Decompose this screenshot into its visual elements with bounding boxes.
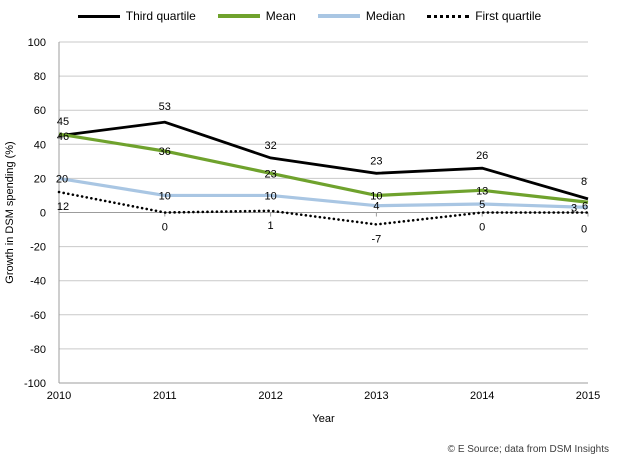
third-quartile-line-swatch (77, 14, 120, 18)
y-tick-label: 100 (28, 37, 46, 49)
data-label: 1 (268, 220, 274, 232)
data-label: 53 (159, 101, 171, 113)
y-tick-label: 40 (34, 139, 46, 151)
y-tick-label: 0 (40, 208, 46, 220)
data-label: 3 (571, 202, 577, 214)
data-label: 23 (370, 155, 382, 167)
data-label: 12 (57, 201, 69, 213)
data-label: 20 (56, 173, 68, 185)
first-quartile-line-swatch (427, 14, 470, 18)
data-label: 10 (370, 190, 382, 202)
x-tick-label: 2014 (470, 390, 494, 402)
y-tick-label: 80 (34, 71, 46, 83)
legend-label-median: Median (365, 9, 406, 23)
legend-item-mean: Mean (217, 7, 296, 25)
data-label: 36 (159, 146, 171, 158)
legend-item-first-quartile: First quartile (427, 7, 541, 25)
legend-label-third-quartile: Third quartile (125, 9, 196, 23)
data-label: -7 (372, 233, 382, 245)
mean-line-swatch (217, 14, 260, 18)
series-line-first-quartile (57, 190, 590, 226)
x-tick-label: 2013 (364, 390, 388, 402)
data-label: 23 (264, 168, 276, 180)
legend-item-median: Median (317, 7, 406, 25)
series-line-median (58, 176, 589, 209)
data-label: 32 (264, 140, 276, 152)
data-label: 4 (373, 201, 379, 213)
x-tick-label: 2012 (258, 390, 282, 402)
data-label: 5 (479, 199, 485, 211)
data-label: 46 (57, 131, 69, 143)
legend-label-mean: Mean (265, 9, 296, 23)
legend-label-first-quartile: First quartile (475, 9, 542, 23)
data-label: 0 (479, 222, 485, 234)
y-tick-label: -20 (30, 242, 46, 254)
data-label: 10 (159, 190, 171, 202)
data-label: 0 (581, 224, 587, 236)
x-tick-label: 2010 (47, 390, 71, 402)
data-label: 0 (162, 222, 168, 234)
y-tick-label: -100 (24, 378, 46, 390)
data-label: 45 (57, 116, 69, 128)
y-tick-label: 60 (34, 105, 46, 117)
data-label: 8 (581, 176, 587, 188)
data-label: 26 (476, 150, 488, 162)
x-tick-label: 2015 (576, 390, 600, 402)
y-tick-label: -60 (30, 310, 46, 322)
median-line-swatch (317, 14, 360, 18)
legend-item-third-quartile: Third quartile (77, 7, 196, 25)
source-credit: © E Source; data from DSM Insights (448, 444, 609, 455)
data-label: 10 (264, 190, 276, 202)
y-tick-label: -40 (30, 276, 46, 288)
series-line-third-quartile (58, 120, 589, 201)
y-tick-label: -80 (30, 344, 46, 356)
x-axis-title: Year (312, 413, 335, 425)
series-line-mean (58, 132, 589, 204)
data-label: 13 (476, 185, 488, 197)
data-label: 6 (582, 200, 588, 212)
x-tick-label: 2011 (153, 390, 177, 402)
y-tick-label: 20 (34, 173, 46, 185)
y-axis-title: Growth in DSM spending (%) (4, 141, 16, 283)
chart-legend: Third quartile Mean Median First quartil… (0, 7, 619, 25)
